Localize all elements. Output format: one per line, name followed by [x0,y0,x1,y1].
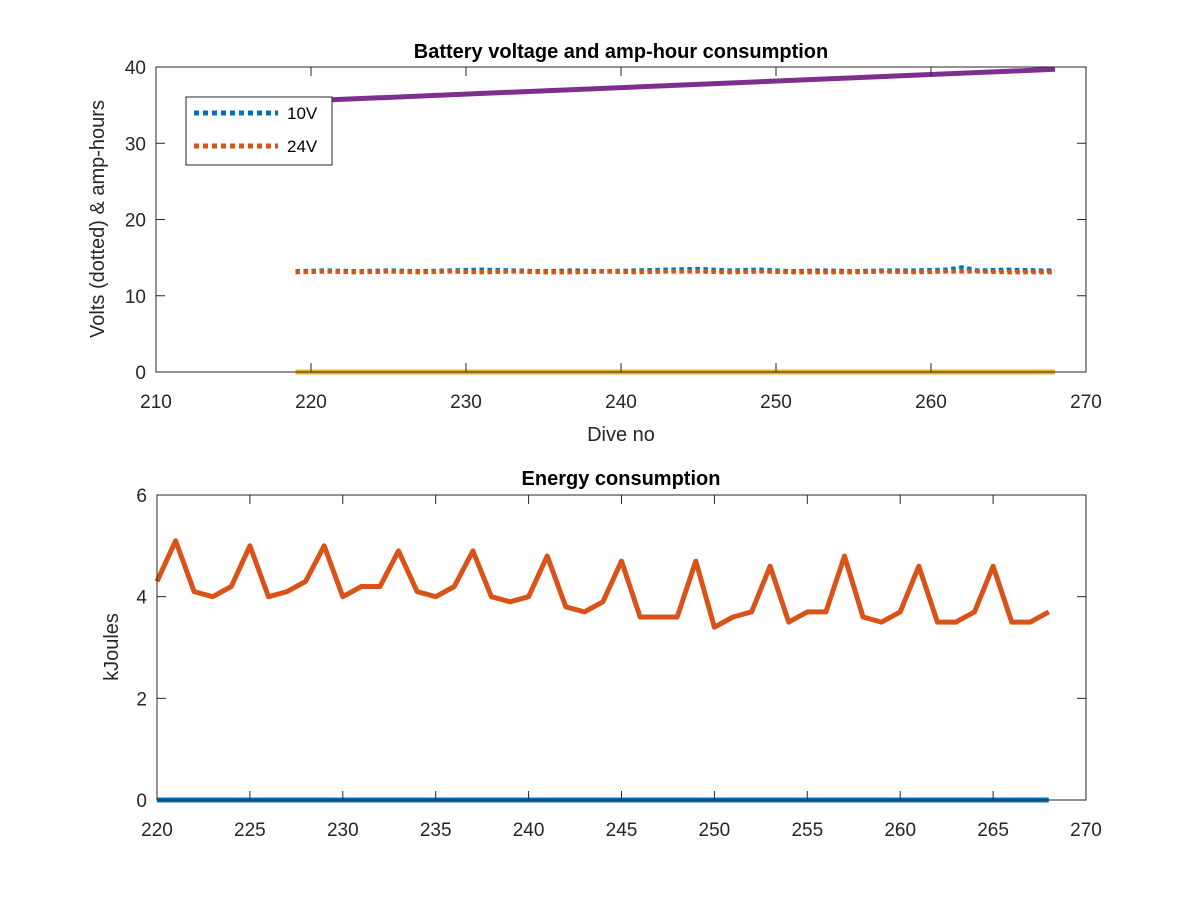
x-tick-label: 260 [915,392,947,413]
energy-chart-title: Energy consumption [522,468,721,490]
y-tick-label: 4 [136,588,147,609]
series-line-0-1 [295,269,1055,275]
x-tick-label: 255 [791,820,823,841]
energy-ticks: 220 225 230 235 240 245 250 255 260 265 270 0 2 4 6 [136,486,1101,841]
series-line-0-0 [295,265,1055,274]
x-tick-label: 225 [234,820,266,841]
energy-series-group [154,538,1051,803]
y-tick-label: 40 [125,58,146,79]
x-tick-label: 230 [450,392,482,413]
x-tick-label: 240 [605,392,637,413]
x-tick-label: 230 [327,820,359,841]
x-tick-label: 265 [977,820,1009,841]
energy-y-axis-label: kJoules [101,613,123,681]
legend-label-24v: 24V [287,137,318,156]
y-tick-label: 0 [136,791,147,812]
x-tick-label: 245 [606,820,638,841]
x-tick-label: 235 [420,820,452,841]
y-tick-label: 20 [125,211,146,232]
voltage-series-group [295,66,1056,375]
x-tick-label: 270 [1070,392,1102,413]
voltage-legend: 10V 24V [185,96,333,166]
legend-box [185,96,333,166]
x-tick-label: 250 [699,820,731,841]
x-tick-label: 210 [140,392,172,413]
energy-plot-box [156,494,1087,801]
series-line-0-2 [295,66,1056,104]
legend-label-10v: 10V [287,104,318,123]
energy-chart: 220 225 230 235 240 245 250 255 260 265 270 0 2 4 6 En… [101,468,1102,841]
y-tick-label: 30 [125,134,146,155]
voltage-chart-title: Battery voltage and amp-hour consumption [414,41,828,63]
x-tick-label: 270 [1070,820,1102,841]
x-tick-label: 220 [295,392,327,413]
voltage-y-axis-label: Volts (dotted) & amp-hours [87,100,109,338]
voltage-ticks: 210 220 230 240 250 260 270 0 10 20 30 40 [125,58,1102,413]
y-tick-label: 0 [135,363,146,384]
x-tick-label: 250 [760,392,792,413]
y-tick-label: 10 [125,287,146,308]
y-tick-label: 6 [136,486,147,507]
x-tick-label: 260 [884,820,916,841]
series-line-1-0 [154,538,1051,630]
y-tick-label: 2 [136,689,147,710]
voltage-chart: 210 220 230 240 250 260 270 0 10 20 30 40 Battery v… [87,41,1102,446]
x-tick-label: 220 [141,820,173,841]
x-tick-label: 240 [513,820,545,841]
voltage-x-axis-label: Dive no [587,424,655,446]
